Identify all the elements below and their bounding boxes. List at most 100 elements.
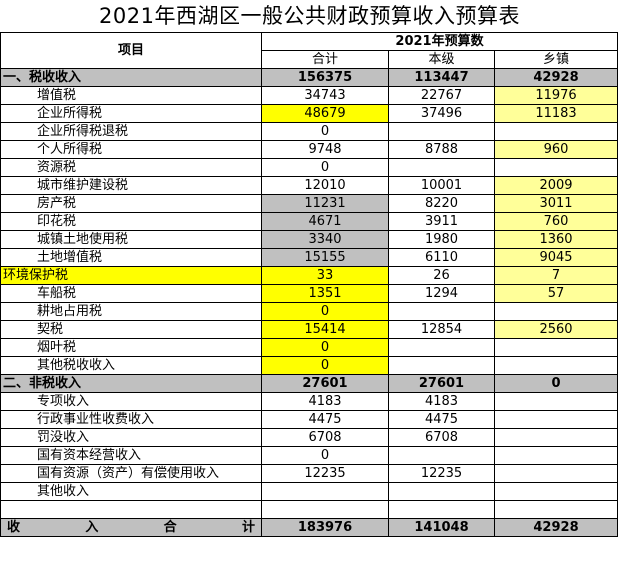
cell: 12854 xyxy=(388,320,495,339)
row-label: 耕地占用税 xyxy=(0,302,262,321)
cell: 12235 xyxy=(261,464,389,483)
cell: 0 xyxy=(261,356,389,375)
section-row: 一、税收收入 156375 113447 42928 xyxy=(0,68,619,87)
cell: 27601 xyxy=(388,374,495,393)
table-row: 契税 15414 12854 2560 xyxy=(0,320,619,339)
cell: 9045 xyxy=(493,248,619,267)
row-label: 行政事业性收费收入 xyxy=(0,410,262,429)
empty-cell xyxy=(0,500,262,519)
cell: 960 xyxy=(493,140,619,159)
empty-cell xyxy=(493,500,619,519)
cell: 1360 xyxy=(493,230,619,249)
cell: 57 xyxy=(493,284,619,303)
cell xyxy=(388,446,495,465)
cell: 7 xyxy=(493,266,619,285)
row-label: 资源税 xyxy=(0,158,262,177)
cell: 3340 xyxy=(261,230,389,249)
cell: 37496 xyxy=(388,104,495,123)
cell xyxy=(388,482,495,501)
table-row: 增值税 34743 22767 11976 xyxy=(0,86,619,105)
table-row: 个人所得税 9748 8788 960 xyxy=(0,140,619,159)
cell: 2560 xyxy=(493,320,619,339)
cell: 1980 xyxy=(388,230,495,249)
row-label: 房产税 xyxy=(0,194,262,213)
cell: 0 xyxy=(261,338,389,357)
row-label: 车船税 xyxy=(0,284,262,303)
section-label: 一、税收收入 xyxy=(0,68,262,87)
cell xyxy=(388,302,495,321)
cell xyxy=(493,428,619,447)
cell xyxy=(493,392,619,411)
table-row: 土地增值税 15155 6110 9045 xyxy=(0,248,619,267)
header-col-total: 合计 xyxy=(261,50,389,69)
cell: 42928 xyxy=(493,68,619,87)
cell: 9748 xyxy=(261,140,389,159)
row-label: 罚没收入 xyxy=(0,428,262,447)
table-row: 国有资源（资产）有偿使用收入 12235 12235 xyxy=(0,464,619,483)
table-row: 城镇土地使用税 3340 1980 1360 xyxy=(0,230,619,249)
cell: 12010 xyxy=(261,176,389,195)
table-row: 耕地占用税 0 xyxy=(0,302,619,321)
cell xyxy=(493,464,619,483)
cell: 0 xyxy=(261,302,389,321)
cell: 4183 xyxy=(261,392,389,411)
cell: 8788 xyxy=(388,140,495,159)
spacer-row xyxy=(0,500,619,519)
cell: 6708 xyxy=(388,428,495,447)
cell xyxy=(388,122,495,141)
cell: 11231 xyxy=(261,194,389,213)
cell xyxy=(493,122,619,141)
cell: 34743 xyxy=(261,86,389,105)
total-char: 合 xyxy=(163,520,177,535)
row-label: 其他收入 xyxy=(0,482,262,501)
header-col-city: 本级 xyxy=(388,50,495,69)
cell xyxy=(493,158,619,177)
table-row: 其他收入 xyxy=(0,482,619,501)
cell: 6110 xyxy=(388,248,495,267)
table-row: 房产税 11231 8220 3011 xyxy=(0,194,619,213)
table-row: 环境保护税 33 26 7 xyxy=(0,266,619,285)
cell: 42928 xyxy=(493,518,619,537)
cell: 27601 xyxy=(261,374,389,393)
cell: 10001 xyxy=(388,176,495,195)
cell: 0 xyxy=(493,374,619,393)
empty-cell xyxy=(388,500,495,519)
cell: 0 xyxy=(261,158,389,177)
cell xyxy=(493,410,619,429)
cell xyxy=(493,338,619,357)
cell xyxy=(493,302,619,321)
row-label: 城镇土地使用税 xyxy=(0,230,262,249)
cell: 3011 xyxy=(493,194,619,213)
cell: 2009 xyxy=(493,176,619,195)
cell: 11976 xyxy=(493,86,619,105)
row-label: 环境保护税 xyxy=(0,266,262,285)
table-title: 2021年西湖区一般公共财政预算收入预算表 xyxy=(99,4,520,28)
cell: 0 xyxy=(261,122,389,141)
row-label: 个人所得税 xyxy=(0,140,262,159)
cell: 3911 xyxy=(388,212,495,231)
table-row: 企业所得税退税 0 xyxy=(0,122,619,141)
budget-table: 项目 2021年预算数 合计 本级 乡镇 一、税收收入 156375 11344… xyxy=(0,32,619,537)
cell xyxy=(493,356,619,375)
cell: 48679 xyxy=(261,104,389,123)
row-label: 国有资本经营收入 xyxy=(0,446,262,465)
cell: 4671 xyxy=(261,212,389,231)
cell: 4475 xyxy=(261,410,389,429)
header-col-town: 乡镇 xyxy=(493,50,619,69)
section-label: 二、非税收入 xyxy=(0,374,262,393)
row-label: 印花税 xyxy=(0,212,262,231)
cell: 1351 xyxy=(261,284,389,303)
table-row: 城市维护建设税 12010 10001 2009 xyxy=(0,176,619,195)
row-label: 专项收入 xyxy=(0,392,262,411)
cell: 760 xyxy=(493,212,619,231)
row-label: 国有资源（资产）有偿使用收入 xyxy=(0,464,262,483)
cell: 11183 xyxy=(493,104,619,123)
row-label: 城市维护建设税 xyxy=(0,176,262,195)
cell: 26 xyxy=(388,266,495,285)
cell: 4183 xyxy=(388,392,495,411)
header-group: 2021年预算数 xyxy=(260,32,619,51)
cell xyxy=(388,356,495,375)
table-row: 行政事业性收费收入 4475 4475 xyxy=(0,410,619,429)
cell xyxy=(261,482,389,501)
table-row: 印花税 4671 3911 760 xyxy=(0,212,619,231)
